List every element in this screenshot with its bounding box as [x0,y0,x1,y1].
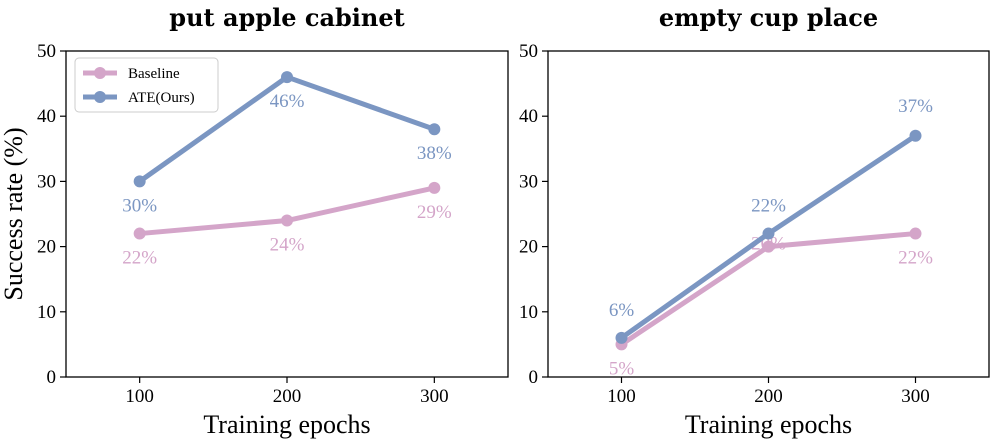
x-tick-label: 200 [273,386,302,407]
y-tick-label: 10 [37,302,56,323]
data-point [909,227,922,240]
data-point [762,227,775,240]
y-tick-label: 40 [37,106,56,127]
x-axis-label: Training epochs [203,410,370,439]
data-point [615,331,628,344]
legend-swatch-marker [94,91,106,103]
legend: Baseline ATE(Ours) [74,57,219,113]
y-axis-label: Success rate (%) [0,127,28,300]
data-point [428,123,441,136]
data-label: 37% [898,96,933,117]
x-tick-label: 100 [607,386,636,407]
series-line-baseline [137,185,437,237]
data-label: 22% [751,196,786,217]
data-label: 30% [122,195,157,216]
data-label: 5% [609,358,635,379]
x-tick-label: 200 [754,386,783,407]
data-point [762,240,775,253]
data-label: 22% [122,248,157,269]
data-point [428,181,441,194]
y-tick-label: 10 [519,302,538,323]
data-label: 29% [417,202,452,223]
x-axis-label: Training epochs [685,410,852,439]
chart-panel-2: empty cup place 0 10 20 30 40 50 100 200 300 Train… [519,3,990,439]
y-tick-label: 40 [519,106,538,127]
data-label: 24% [270,235,305,256]
data-label: 46% [270,91,305,112]
data-label: 22% [898,248,933,269]
y-tick-label: 30 [519,171,538,192]
legend-swatch-marker [94,67,106,79]
y-tick-label: 50 [37,41,56,62]
x-tick-label: 100 [125,386,154,407]
y-tick-label: 30 [37,171,56,192]
y-tick-label: 0 [47,367,57,388]
x-tick-label: 300 [901,386,930,407]
legend-entry: Baseline [128,66,180,82]
data-point [909,129,922,142]
chart-title: put apple cabinet [169,3,404,32]
legend-entry: ATE(Ours) [128,90,195,106]
data-point [281,71,293,84]
y-tick-label: 20 [37,237,56,258]
data-label: 38% [417,143,452,164]
chart-panel-1: put apple cabinet 0 10 20 30 40 50 100 200 300 Tra… [0,3,509,439]
data-point [133,175,146,188]
y-tick-label: 50 [519,41,538,62]
y-tick-label: 20 [519,237,538,258]
x-tick-label: 300 [420,386,449,407]
y-tick-label: 0 [529,367,539,388]
data-point [133,227,146,240]
data-label: 6% [609,300,635,321]
data-point [281,214,293,227]
chart-title: empty cup place [659,3,878,32]
